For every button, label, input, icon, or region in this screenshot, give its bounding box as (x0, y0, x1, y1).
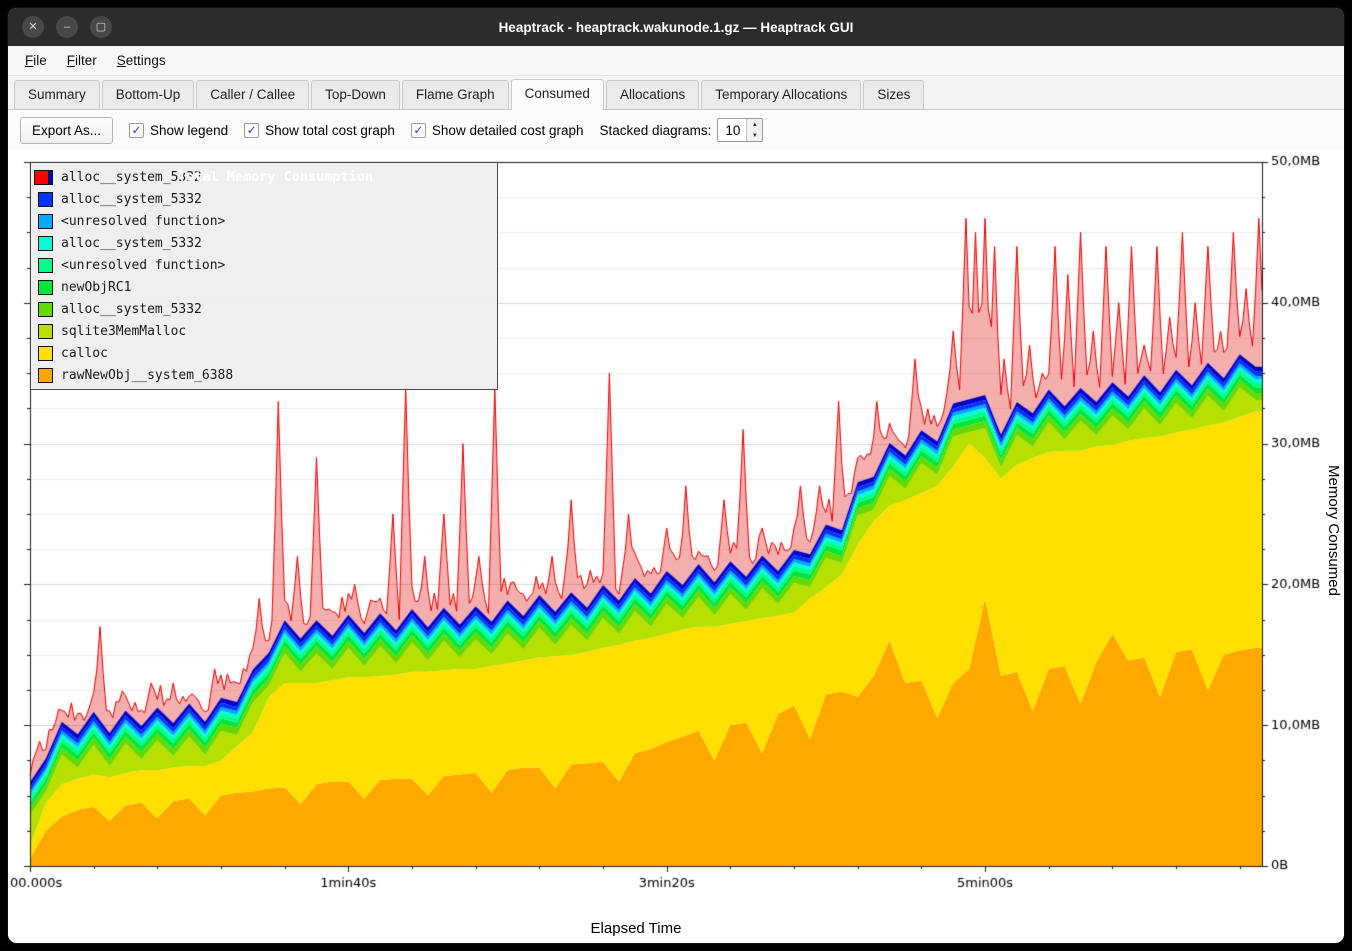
tab-allocations[interactable]: Allocations (605, 80, 700, 109)
checkbox-show-total-cost-graph[interactable]: ✓ Show total cost graph (244, 122, 395, 138)
tab-consumed[interactable]: Consumed (510, 79, 604, 110)
legend-label: newObjRC1 (61, 279, 132, 295)
tab-temporary-allocations[interactable]: Temporary Allocations (701, 80, 862, 109)
menu-bar: File Filter Settings (8, 46, 1344, 76)
legend-item: alloc__system_5332 (35, 298, 493, 320)
y-axis-title: Memory Consumed (1322, 150, 1344, 910)
checkbox-label: Show total cost graph (265, 122, 395, 138)
tab-summary[interactable]: Summary (14, 80, 100, 109)
legend-swatch (38, 191, 53, 207)
legend-title-row: Total Memory Consumption (31, 166, 497, 188)
checkbox-group: ✓ Show legend ✓ Show total cost graph ✓ Show … (129, 122, 584, 138)
checkbox-mark-icon: ✓ (129, 122, 145, 138)
close-button[interactable]: ✕ (22, 16, 44, 38)
title-bar[interactable]: ✕ – ▢ Heaptrack - heaptrack.wakunode.1.g… (8, 8, 1344, 46)
legend-item: calloc (35, 342, 493, 364)
legend-swatch (38, 301, 53, 317)
tab-caller-callee[interactable]: Caller / Callee (196, 80, 310, 109)
tab-sizes[interactable]: Sizes (863, 80, 925, 109)
chart-panel: Total Memory Consumption alloc__system_53… (8, 150, 1344, 943)
spin-down-button[interactable]: ▼ (747, 130, 763, 141)
menu-filter[interactable]: Filter (66, 53, 97, 68)
stacked-diagrams-value: 10 (725, 122, 741, 138)
legend-swatch (34, 169, 49, 185)
stacked-diagrams-spinbox[interactable]: 10 ▲ ▼ (717, 118, 764, 142)
menu-settings[interactable]: Settings (116, 53, 166, 68)
legend-swatch (38, 367, 53, 383)
checkbox-label: Show detailed cost graph (431, 122, 584, 138)
legend-label: <unresolved function> (61, 257, 226, 273)
x-axis-title: Elapsed Time (590, 920, 682, 937)
legend-swatch (38, 235, 53, 251)
window-controls: ✕ – ▢ (22, 16, 112, 38)
menu-file[interactable]: File (25, 53, 47, 68)
checkbox-mark-icon: ✓ (244, 122, 260, 138)
checkbox-show-detailed-cost-graph[interactable]: ✓ Show detailed cost graph (410, 122, 584, 138)
legend-item: alloc__system_5332 (35, 188, 493, 210)
legend-label: calloc (61, 345, 108, 361)
checkbox-show-legend[interactable]: ✓ Show legend (129, 122, 229, 138)
stacked-diagrams-label: Stacked diagrams: (599, 122, 712, 138)
legend-item: alloc__system_5332 (35, 232, 493, 254)
tab-bottom-up[interactable]: Bottom-Up (101, 80, 195, 109)
maximize-button[interactable]: ▢ (90, 16, 112, 38)
legend-item: newObjRC1 (35, 276, 493, 298)
legend-label: sqlite3MemMalloc (61, 323, 187, 339)
legend-item: <unresolved function> (35, 254, 493, 276)
y-axis-title-text: Memory Consumed (1324, 464, 1342, 596)
tab-bar: Summary Bottom-Up Caller / Callee Top-Down F… (8, 76, 1344, 110)
legend-item: <unresolved function> (35, 210, 493, 232)
legend-label: rawNewObj__system_6388 (61, 367, 234, 383)
legend-label: alloc__system_5332 (61, 235, 202, 251)
checkbox-mark-icon: ✓ (410, 122, 426, 138)
tab-top-down[interactable]: Top-Down (311, 80, 400, 109)
heaptrack-window: ✕ – ▢ Heaptrack - heaptrack.wakunode.1.g… (8, 8, 1344, 943)
window-title: Heaptrack - heaptrack.wakunode.1.gz — He… (498, 19, 854, 35)
legend-swatch (38, 213, 53, 229)
spinbox-arrows: ▲ ▼ (746, 119, 763, 141)
legend-swatch (38, 323, 53, 339)
minimize-button[interactable]: – (56, 16, 78, 38)
legend-swatch (38, 257, 53, 273)
legend-item: rawNewObj__system_6388 (35, 364, 493, 386)
legend-label: <unresolved function> (61, 213, 226, 229)
checkbox-label: Show legend (150, 122, 229, 138)
legend-item: sqlite3MemMalloc (35, 320, 493, 342)
legend-swatch (38, 345, 53, 361)
stacked-diagrams-control: Stacked diagrams: 10 ▲ ▼ (600, 118, 764, 142)
chart-legend: Total Memory Consumption alloc__system_53… (30, 162, 498, 390)
legend-swatch (38, 279, 53, 295)
toolbar: Export As... ✓ Show legend ✓ Show total cos… (8, 110, 1344, 150)
legend-label: alloc__system_5332 (61, 169, 202, 185)
legend-title: Total Memory Consumption (177, 169, 374, 185)
export-as-button[interactable]: Export As... (20, 116, 114, 144)
tab-flame-graph[interactable]: Flame Graph (401, 80, 509, 109)
legend-label: alloc__system_5332 (61, 191, 202, 207)
legend-label: alloc__system_5332 (61, 301, 202, 317)
spin-up-button[interactable]: ▲ (747, 119, 763, 130)
